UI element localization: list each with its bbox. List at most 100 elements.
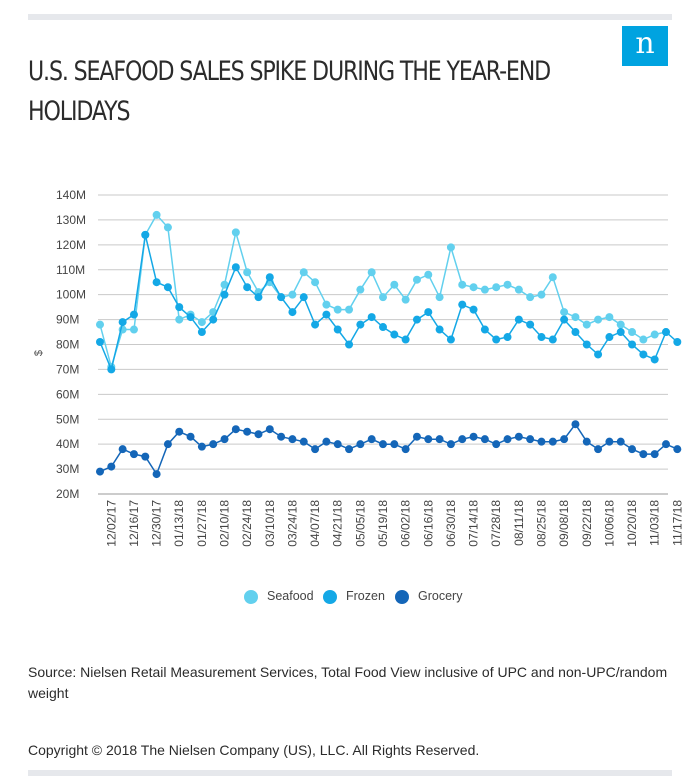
series-grocery — [96, 420, 682, 479]
data-point-frozen — [288, 308, 297, 317]
data-point-seafood — [243, 268, 252, 277]
data-point-frozen — [458, 300, 467, 309]
data-point-grocery — [401, 445, 410, 454]
x-tick-label: 12/16/17 — [127, 500, 141, 547]
legend-item-seafood: Seafood — [244, 584, 314, 608]
x-tick-label: 06/30/18 — [444, 500, 458, 547]
data-point-grocery — [537, 437, 546, 446]
data-point-grocery — [548, 437, 557, 446]
data-point-seafood — [469, 283, 478, 292]
y-axis-tick-labels: 20M 30M 40M 50M 60M 70M 80M 90M 100M 110M 120M 130M… — [56, 188, 86, 501]
data-point-grocery — [209, 440, 218, 449]
x-tick-label: 12/02/17 — [104, 500, 118, 547]
data-point-grocery — [594, 445, 603, 454]
data-point-seafood — [129, 325, 138, 334]
data-point-grocery — [186, 432, 195, 441]
data-point-frozen — [379, 323, 387, 332]
x-tick-label: 03/24/18 — [285, 500, 299, 547]
x-tick-label: 01/27/18 — [195, 500, 209, 547]
data-point-frozen — [424, 308, 433, 317]
top-divider — [28, 14, 672, 20]
data-point-grocery — [480, 435, 489, 444]
data-point-seafood — [345, 305, 354, 314]
x-tick-label: 09/08/18 — [557, 500, 571, 547]
copyright-note: Copyright © 2018 The Nielsen Company (US… — [28, 742, 480, 758]
data-point-frozen — [277, 293, 286, 302]
data-point-seafood — [197, 318, 206, 327]
data-point-seafood — [446, 243, 455, 252]
data-point-frozen — [322, 310, 331, 319]
data-point-grocery — [288, 435, 297, 444]
chart-title: U.S. SEAFOOD SALES SPIKE DURING THE YEAR… — [28, 56, 551, 127]
x-tick-label: 02/10/18 — [218, 500, 232, 547]
x-tick-label: 07/14/18 — [467, 500, 481, 547]
x-tick-label: 09/22/18 — [580, 500, 594, 547]
data-point-grocery — [435, 435, 444, 444]
x-tick-label: 07/28/18 — [489, 500, 503, 547]
data-point-grocery — [322, 437, 331, 446]
data-point-frozen — [526, 320, 535, 329]
data-point-seafood — [424, 270, 433, 279]
data-point-frozen — [367, 313, 376, 322]
x-tick-label: 10/06/18 — [602, 500, 616, 547]
data-point-frozen — [197, 328, 206, 337]
legend-item-frozen: Frozen — [323, 584, 385, 608]
data-point-grocery — [560, 435, 569, 444]
data-point-seafood — [503, 280, 512, 289]
data-point-frozen — [594, 350, 603, 359]
data-point-grocery — [446, 440, 455, 449]
data-point-frozen — [265, 273, 274, 282]
x-axis-tick-labels: 12/02/17 12/16/17 12/30/17 01/13/18 01/27/18… — [104, 500, 684, 547]
x-tick-label: 01/13/18 — [172, 500, 186, 547]
data-point-frozen — [209, 315, 218, 324]
data-point-seafood — [220, 280, 229, 289]
data-point-grocery — [231, 425, 240, 434]
data-point-grocery — [492, 440, 501, 449]
data-point-seafood — [322, 300, 331, 309]
x-tick-label: 04/21/18 — [331, 500, 345, 547]
data-point-grocery — [424, 435, 433, 444]
data-point-grocery — [367, 435, 376, 444]
data-point-grocery — [197, 442, 206, 451]
y-axis-label: $ — [33, 350, 45, 356]
x-tick-label: 06/02/18 — [399, 500, 413, 547]
data-point-frozen — [107, 365, 116, 374]
legend-swatch-frozen — [323, 589, 337, 604]
x-tick-label: 05/05/18 — [353, 500, 367, 547]
series-line-grocery — [99, 422, 678, 476]
data-point-frozen — [254, 293, 263, 302]
x-tick-label: 10/20/18 — [625, 500, 639, 547]
legend-label-frozen: Frozen — [346, 589, 385, 603]
data-point-frozen — [243, 283, 252, 292]
data-point-frozen — [616, 328, 625, 337]
data-point-frozen — [186, 313, 195, 322]
x-tick-label: 06/16/18 — [421, 500, 435, 547]
data-point-frozen — [446, 335, 455, 344]
data-point-grocery — [311, 445, 320, 454]
data-point-grocery — [571, 420, 580, 429]
x-tick-label: 08/25/18 — [534, 500, 548, 547]
data-point-frozen — [118, 318, 127, 327]
legend-swatch-grocery — [395, 589, 409, 604]
data-point-frozen — [560, 315, 569, 324]
x-tick-label: 12/30/17 — [150, 500, 164, 547]
data-point-grocery — [129, 450, 138, 459]
data-point-grocery — [526, 435, 535, 444]
data-point-frozen — [333, 325, 342, 334]
data-point-seafood — [605, 313, 614, 322]
data-point-grocery — [379, 440, 387, 449]
data-point-grocery — [514, 432, 523, 441]
x-tick-label: 08/11/18 — [512, 500, 526, 546]
data-point-grocery — [254, 430, 263, 439]
legend-item-grocery: Grocery — [395, 584, 462, 608]
data-point-seafood — [390, 280, 399, 289]
data-point-seafood — [616, 320, 625, 329]
y-tick-label: 70M — [56, 362, 79, 376]
data-point-grocery — [469, 432, 478, 441]
data-point-grocery — [175, 427, 184, 436]
data-point-seafood — [514, 285, 523, 294]
data-point-grocery — [605, 437, 614, 446]
data-point-frozen — [582, 340, 591, 349]
data-point-seafood — [526, 293, 535, 302]
y-tick-label: 60M — [56, 387, 79, 401]
